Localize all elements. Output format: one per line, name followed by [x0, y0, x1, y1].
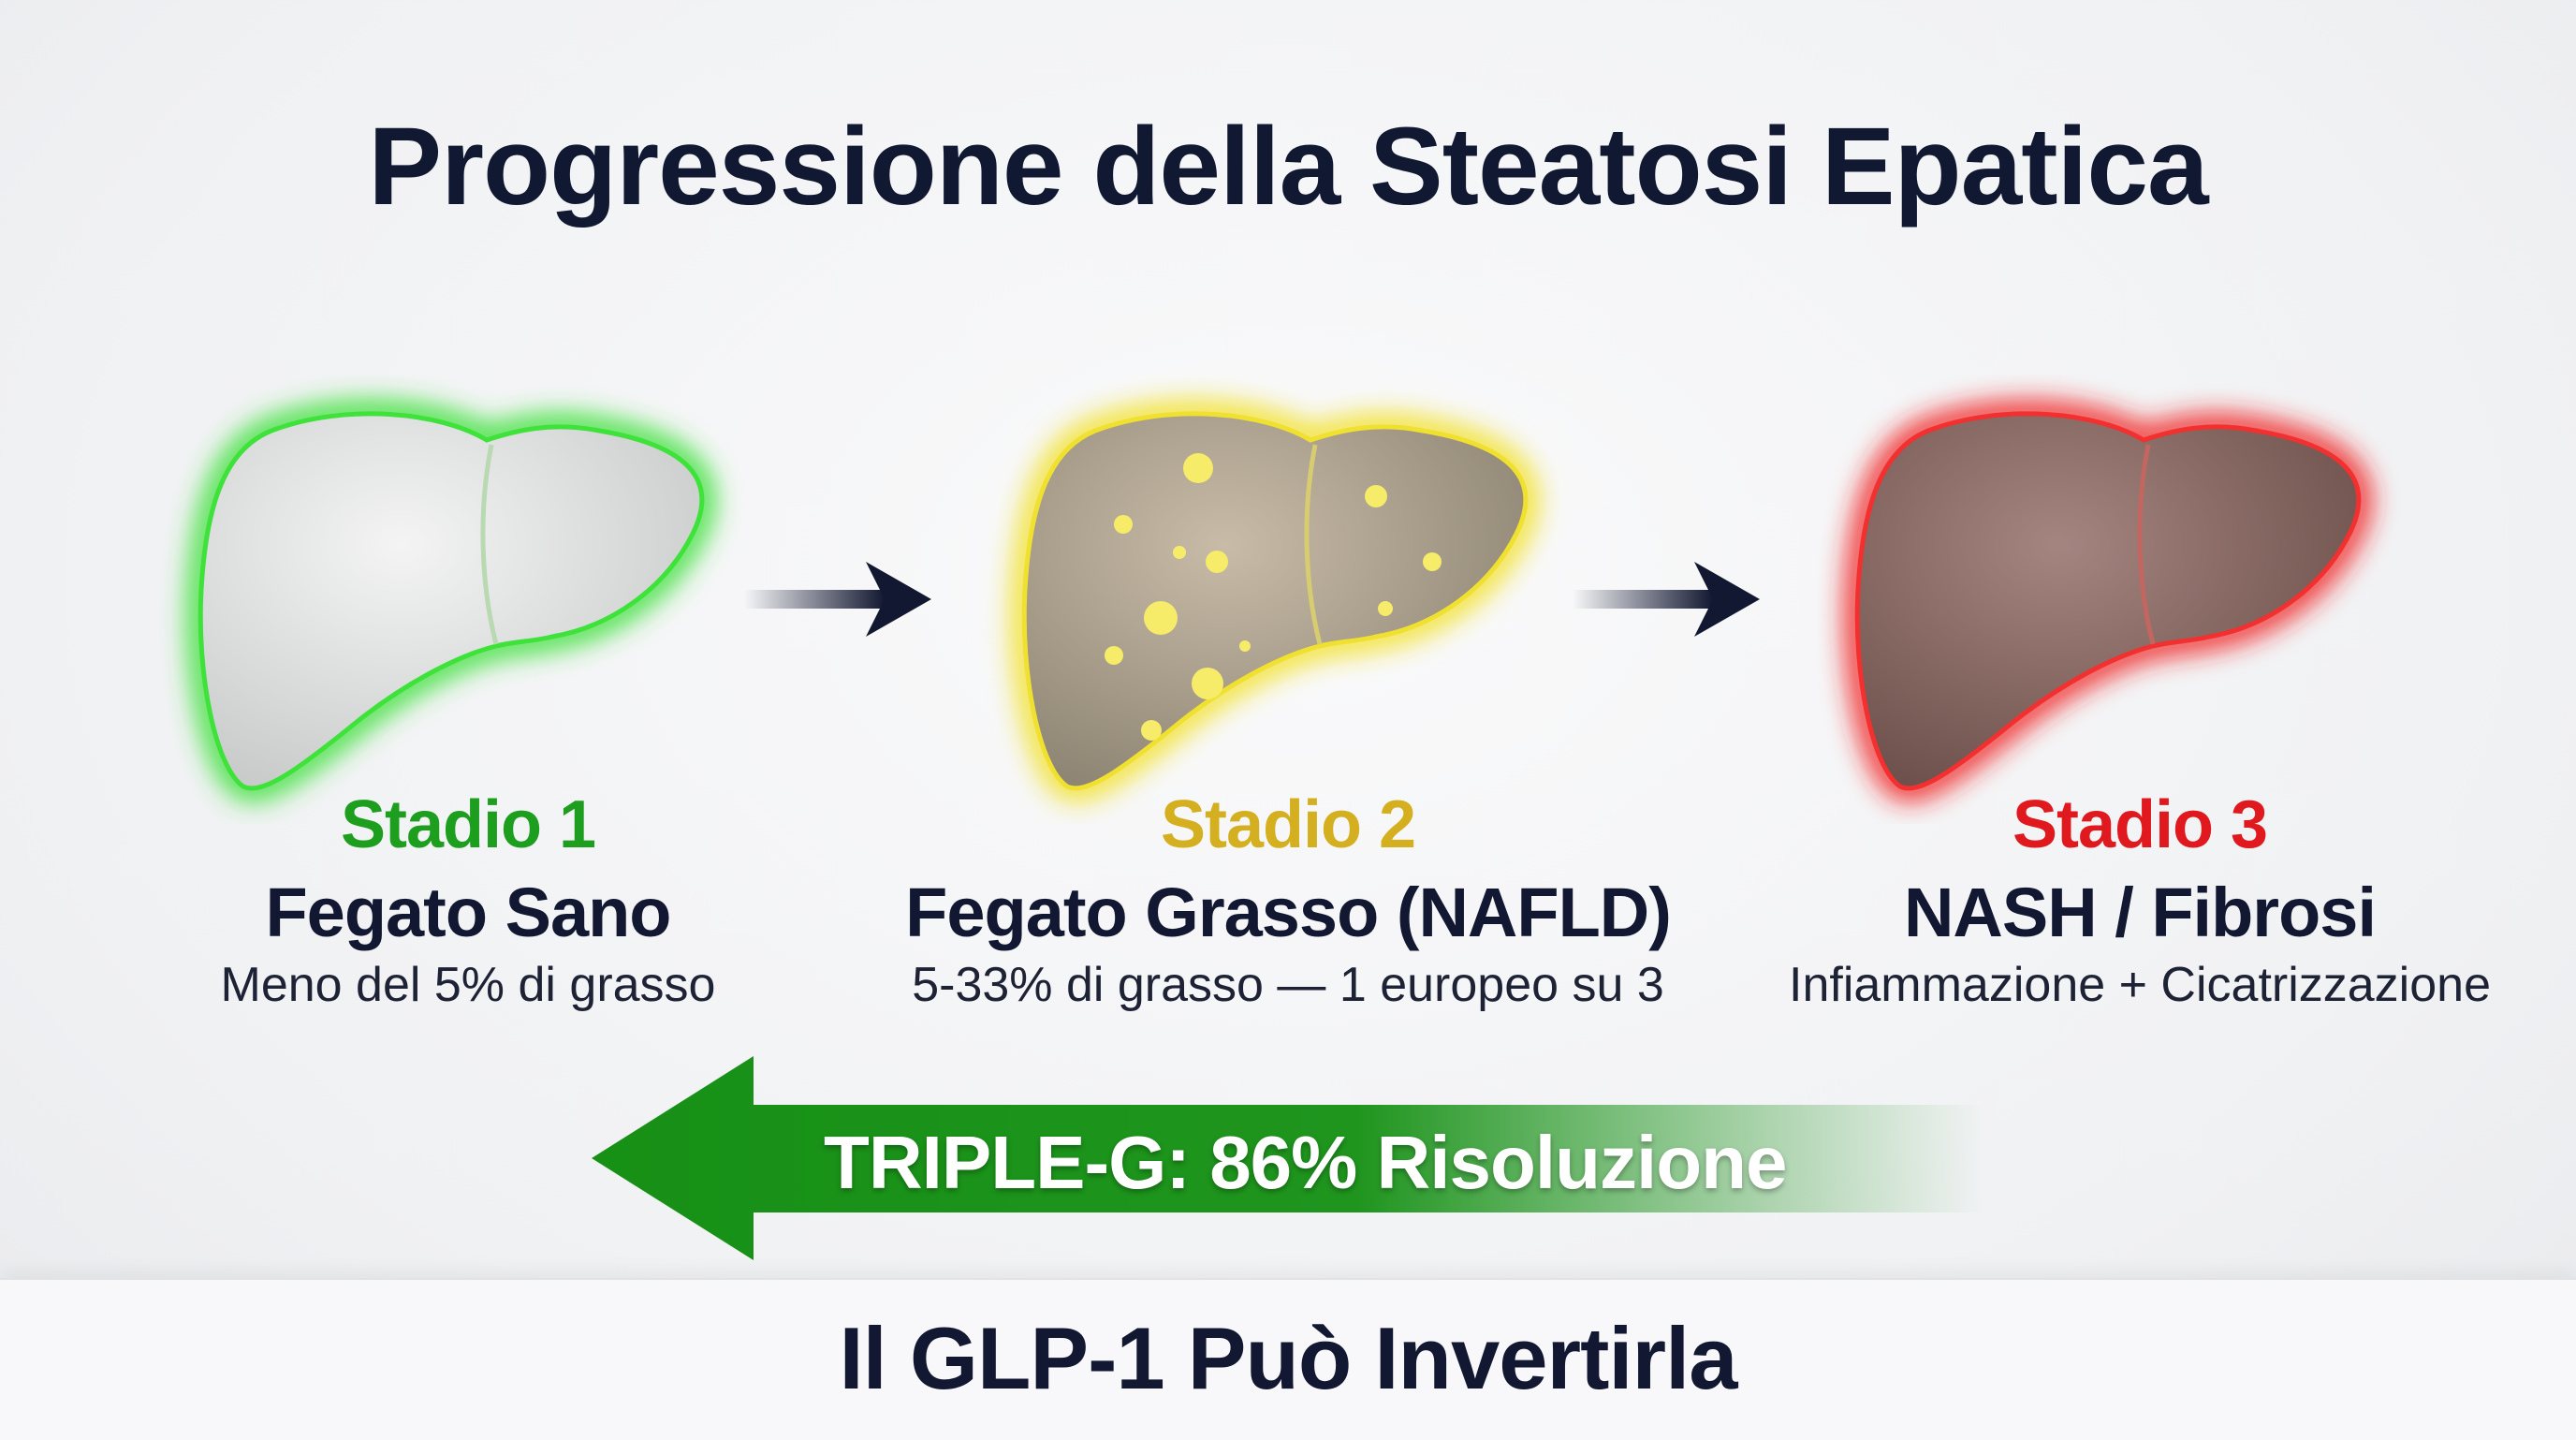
healthy-liver-illustration	[159, 375, 758, 824]
fatty-liver-illustration	[983, 375, 1582, 824]
stage-label: Stadio 1	[340, 787, 596, 862]
footer-text: Il GLP-1 Può Invertirla	[839, 1309, 1738, 1407]
reversal-arrow-icon	[592, 1056, 1984, 1260]
stage-2: Stadio 2 Fegato Grasso (NAFLD) 5-33% di …	[857, 786, 1719, 1013]
stage-description: 5-33% di grasso — 1 europeo su 3	[912, 958, 1664, 1012]
stage-label: Stadio 2	[1160, 787, 1416, 862]
stage-name: NASH / Fibrosi	[1903, 874, 2377, 951]
stage-description: Infiammazione + Cicatrizzazione	[1789, 958, 2491, 1012]
stage-description: Meno del 5% di grasso	[220, 958, 716, 1012]
stage-label: Stadio 3	[2012, 787, 2268, 862]
footer-band: Il GLP-1 Può Invertirla	[0, 1278, 2576, 1440]
stage-name: Fegato Sano	[265, 874, 671, 951]
page-title: Progressione della Steatosi Epatica	[368, 105, 2208, 228]
progression-arrow-icon	[1573, 562, 1760, 637]
progression-arrow-icon	[744, 562, 931, 637]
stage-3: Stadio 3 NASH / Fibrosi Infiammazione + …	[1709, 786, 2570, 1013]
stage-1: Stadio 1 Fegato Sano Meno del 5% di gras…	[37, 786, 899, 1013]
stage-name: Fegato Grasso (NAFLD)	[905, 874, 1672, 951]
reversal-arrow-text: TRIPLE-G: 86% Risoluzione	[824, 1121, 1787, 1204]
nash-fibrosis-liver-illustration	[1816, 375, 2415, 824]
